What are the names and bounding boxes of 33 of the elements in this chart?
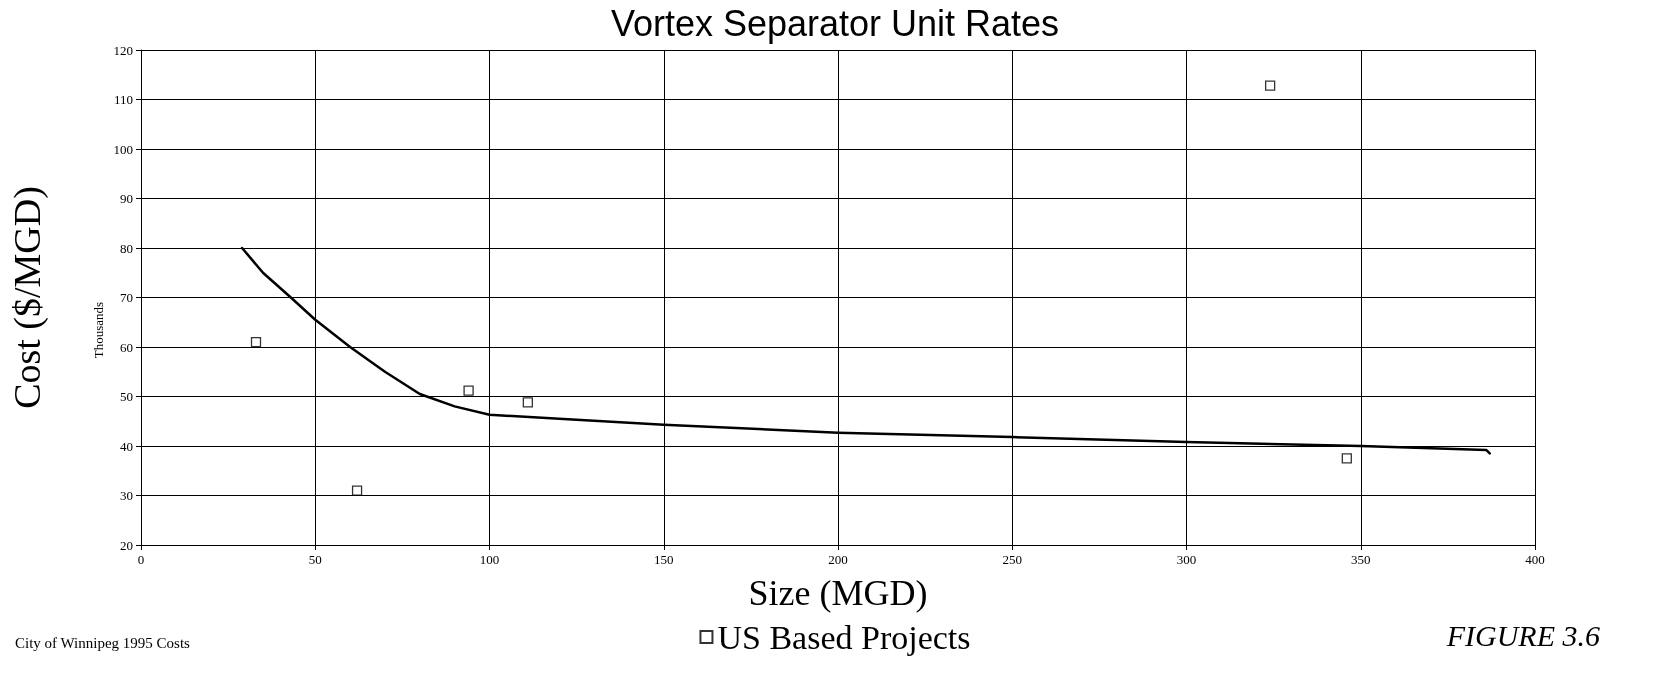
y-tick-label: 50 [120,389,133,404]
x-tick-label: 300 [1176,552,1197,567]
text: Thousands [91,301,106,359]
y-tick-label: 100 [113,141,133,157]
point [1341,453,1352,464]
x-tick-label: 50 [308,552,322,567]
x-tick-label: 250 [1002,552,1022,567]
point [522,397,533,408]
y-tick-label: 120 [113,42,133,58]
y-tick-label: 60 [120,339,133,355]
point [250,336,262,348]
y-tick-label: 30 [120,488,133,503]
x-tick-label: 200 [828,552,848,567]
y-tick-label: 40 [120,438,133,454]
y-axis-title: Cost ($/MGD) [6,186,49,409]
x-tick-label: 400 [1525,552,1545,567]
point [463,385,474,396]
point [351,485,363,496]
x-tick-label: 150 [654,552,674,567]
x-axis-title: Size (MGD) [748,573,928,613]
x-tick-label: 350 [1351,552,1371,567]
caption: FIGURE 3.6 [1445,618,1600,652]
legend-label: US Based Projects [717,618,971,656]
point [1264,80,1276,91]
x-tick-label: 100 [479,552,500,567]
x-tick-label: 0 [137,552,145,567]
y-tick-label: 70 [120,290,133,305]
chart-title: Vortex Separator Unit Rates [610,2,1060,44]
text: City of Winnipeg 1995 Costs [15,634,191,651]
y-tick-label: 20 [120,537,133,553]
y-tick-label: 80 [120,240,133,256]
y-tick-label: 90 [120,191,133,206]
y-tick-label: 110 [113,92,133,107]
